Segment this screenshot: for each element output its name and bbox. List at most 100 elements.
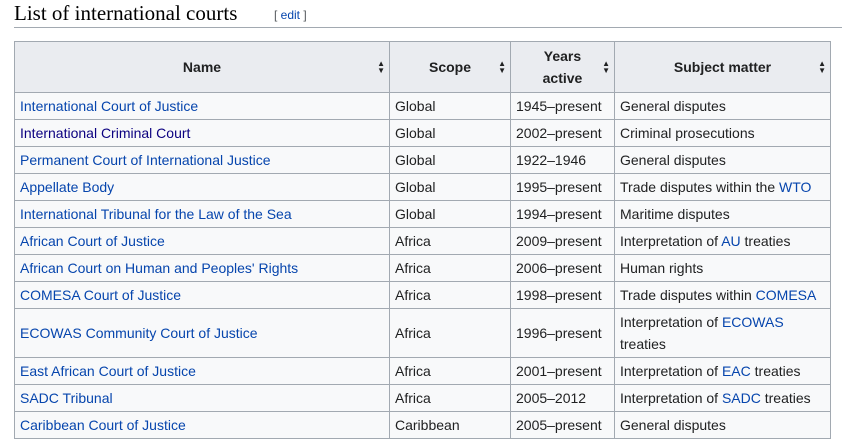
court-link[interactable]: African Court of Justice bbox=[20, 233, 165, 249]
court-link[interactable]: African Court on Human and Peoples' Righ… bbox=[20, 260, 299, 276]
subject-text: Trade disputes within the bbox=[620, 179, 780, 195]
cell-scope: Global bbox=[389, 173, 511, 201]
table-row: East African Court of Justice Africa 2001–… bbox=[14, 357, 831, 385]
court-link[interactable]: International Criminal Court bbox=[20, 125, 191, 141]
cell-name: African Court of Justice bbox=[14, 227, 390, 255]
court-link[interactable]: Appellate Body bbox=[20, 179, 115, 195]
subject-link[interactable]: COMESA bbox=[755, 287, 817, 303]
court-link[interactable]: International Tribunal for the Law of th… bbox=[20, 206, 292, 222]
cell-subject-matter: Human rights bbox=[614, 254, 831, 282]
table-row: International Tribunal for the Law of th… bbox=[14, 200, 831, 228]
subject-text: Interpretation of bbox=[620, 233, 722, 249]
sort-icon[interactable]: ▲ ▼ bbox=[377, 59, 385, 75]
table-row: Caribbean Court of Justice Caribbean 2005–… bbox=[14, 411, 831, 439]
cell-subject-matter: Maritime disputes bbox=[614, 200, 831, 228]
column-header-scope[interactable]: Scope ▲ ▼ bbox=[389, 41, 511, 93]
cell-name: COMESA Court of Justice bbox=[14, 281, 390, 309]
subject-link[interactable]: AU bbox=[721, 233, 741, 249]
cell-years-active: 1945–present bbox=[510, 92, 615, 120]
column-header-name[interactable]: Name ▲ ▼ bbox=[14, 41, 390, 93]
subject-text: treaties bbox=[620, 336, 666, 352]
cell-scope: Africa bbox=[389, 227, 511, 255]
cell-years-active: 1995–present bbox=[510, 173, 615, 201]
cell-subject-matter: Criminal prosecutions bbox=[614, 119, 831, 147]
subject-text: General disputes bbox=[620, 98, 726, 114]
table-row: Appellate Body Global 1995–present Trade di… bbox=[14, 173, 831, 201]
cell-years-active: 1998–present bbox=[510, 281, 615, 309]
cell-subject-matter: General disputes bbox=[614, 92, 831, 120]
table-row: International Court of Justice Global 1945… bbox=[14, 92, 831, 120]
cell-subject-matter: General disputes bbox=[614, 411, 831, 439]
cell-scope: Africa bbox=[389, 357, 511, 385]
cell-scope: Caribbean bbox=[389, 411, 511, 439]
sort-icon[interactable]: ▲ ▼ bbox=[602, 59, 610, 75]
cell-scope: Africa bbox=[389, 281, 511, 309]
cell-years-active: 1994–present bbox=[510, 200, 615, 228]
cell-name: International Criminal Court bbox=[14, 119, 390, 147]
cell-years-active: 2002–present bbox=[510, 119, 615, 147]
cell-years-active: 2001–present bbox=[510, 357, 615, 385]
cell-scope: Global bbox=[389, 119, 511, 147]
cell-years-active: 1922–1946 bbox=[510, 146, 615, 174]
subject-text: Interpretation of bbox=[620, 390, 722, 406]
subject-text: treaties bbox=[750, 363, 801, 379]
subject-text: Interpretation of bbox=[620, 363, 722, 379]
section-heading: List of international courts [ edit ] bbox=[14, 0, 842, 28]
subject-link[interactable]: EAC bbox=[721, 363, 751, 379]
column-header-subject-matter[interactable]: Subject matter ▲ ▼ bbox=[614, 41, 831, 93]
court-link[interactable]: International Court of Justice bbox=[20, 98, 199, 114]
cell-years-active: 2009–present bbox=[510, 227, 615, 255]
cell-name: International Court of Justice bbox=[14, 92, 390, 120]
court-link[interactable]: East African Court of Justice bbox=[20, 363, 196, 379]
cell-name: Caribbean Court of Justice bbox=[14, 411, 390, 439]
sort-icon[interactable]: ▲ ▼ bbox=[498, 59, 506, 75]
cell-name: ECOWAS Community Court of Justice bbox=[14, 308, 390, 358]
table-row: African Court of Justice Africa 2009–prese… bbox=[14, 227, 831, 255]
subject-text: Human rights bbox=[620, 260, 704, 276]
cell-years-active: 2005–2012 bbox=[510, 384, 615, 412]
column-header-label: Subject matter bbox=[673, 59, 772, 75]
edit-link[interactable]: edit bbox=[280, 8, 301, 22]
subject-link[interactable]: WTO bbox=[779, 179, 812, 195]
court-link[interactable]: Caribbean Court of Justice bbox=[20, 417, 186, 433]
subject-text: Trade disputes within bbox=[620, 287, 756, 303]
subject-link[interactable]: ECOWAS bbox=[721, 314, 784, 330]
column-header-label: Name bbox=[182, 59, 222, 75]
cell-subject-matter: Interpretation of ECOWAS treaties bbox=[614, 308, 831, 358]
cell-scope: Africa bbox=[389, 308, 511, 358]
section-title: List of international courts bbox=[14, 1, 238, 25]
cell-name: Permanent Court of International Justice bbox=[14, 146, 390, 174]
subject-text: General disputes bbox=[620, 152, 726, 168]
column-header-label: Scope bbox=[428, 59, 471, 75]
cell-scope: Africa bbox=[389, 254, 511, 282]
table-row: SADC Tribunal Africa 2005–2012 Interpretati… bbox=[14, 384, 831, 412]
cell-subject-matter: Interpretation of SADC treaties bbox=[614, 384, 831, 412]
cell-scope: Global bbox=[389, 146, 511, 174]
cell-name: East African Court of Justice bbox=[14, 357, 390, 385]
court-link[interactable]: ECOWAS Community Court of Justice bbox=[20, 325, 258, 341]
table-row: ECOWAS Community Court of Justice Africa 1… bbox=[14, 308, 831, 358]
subject-text: Criminal prosecutions bbox=[620, 125, 755, 141]
cell-scope: Africa bbox=[389, 384, 511, 412]
court-link[interactable]: SADC Tribunal bbox=[20, 390, 113, 406]
subject-text: General disputes bbox=[620, 417, 726, 433]
cell-years-active: 1996–present bbox=[510, 308, 615, 358]
column-header-label: Years active bbox=[542, 48, 583, 86]
table-row: Permanent Court of International Justice… bbox=[14, 146, 831, 174]
cell-subject-matter: Interpretation of AU treaties bbox=[614, 227, 831, 255]
table-header-row: Name ▲ ▼ Scope ▲ ▼ Years active ▲ ▼ Subject … bbox=[14, 41, 831, 93]
subject-text: treaties bbox=[760, 390, 811, 406]
subject-link[interactable]: SADC bbox=[721, 390, 761, 406]
court-link[interactable]: Permanent Court of International Justice bbox=[20, 152, 271, 168]
table-body: International Court of Justice Global 1945… bbox=[14, 92, 831, 439]
cell-scope: Global bbox=[389, 92, 511, 120]
cell-years-active: 2006–present bbox=[510, 254, 615, 282]
subject-text: Maritime disputes bbox=[620, 206, 730, 222]
cell-years-active: 2005–present bbox=[510, 411, 615, 439]
cell-name: International Tribunal for the Law of th… bbox=[14, 200, 390, 228]
sort-icon[interactable]: ▲ ▼ bbox=[818, 59, 826, 75]
court-link[interactable]: COMESA Court of Justice bbox=[20, 287, 182, 303]
cell-name: Appellate Body bbox=[14, 173, 390, 201]
column-header-years-active[interactable]: Years active ▲ ▼ bbox=[510, 41, 615, 93]
cell-name: African Court on Human and Peoples' Righ… bbox=[14, 254, 390, 282]
